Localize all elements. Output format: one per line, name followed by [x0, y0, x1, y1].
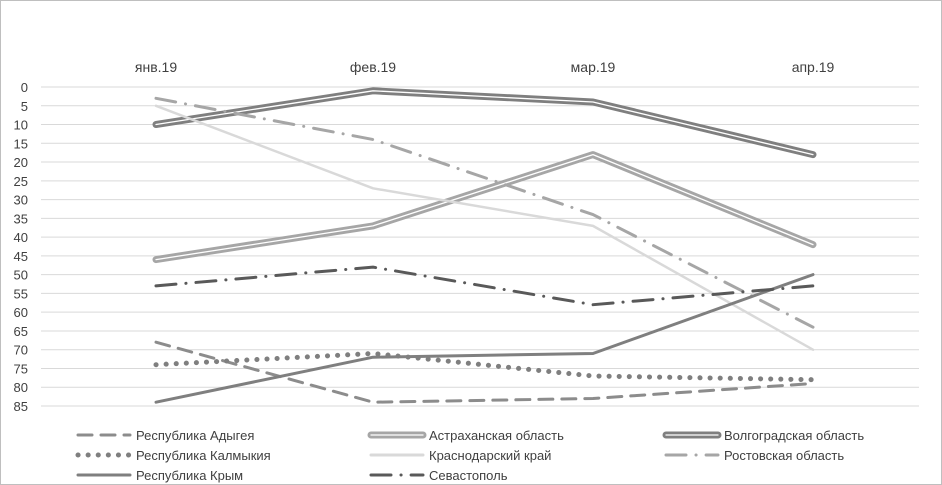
series-line	[153, 351, 816, 383]
legend-label: Республика Калмыкия	[136, 448, 271, 463]
category-label: янв.19	[135, 59, 177, 75]
series-line-inner	[155, 153, 814, 261]
legend-item: Волгоградская область	[662, 428, 864, 443]
legend-label: Республика Адыгея	[136, 428, 254, 443]
legend-item: Краснодарский край	[369, 448, 551, 463]
legend-item: Севастополь	[369, 468, 508, 483]
legend-item: Республика Калмыкия	[75, 448, 271, 463]
y-tick-label: 30	[14, 193, 28, 208]
legend-label: Республика Крым	[136, 468, 243, 483]
gridlines	[41, 86, 919, 407]
series-line	[154, 265, 815, 307]
y-tick-label: 80	[14, 380, 28, 395]
series-line	[154, 340, 815, 404]
y-tick-label: 20	[14, 155, 28, 170]
legend-label: Астраханская область	[429, 428, 564, 443]
y-tick-label: 5	[21, 99, 28, 114]
y-tick-label: 55	[14, 286, 28, 301]
y-tick-label: 70	[14, 343, 28, 358]
y-tick-label: 75	[14, 361, 28, 376]
y-tick-label: 10	[14, 118, 28, 133]
y-tick-label: 50	[14, 268, 28, 283]
series-lines	[152, 87, 817, 404]
legend-item: Ростовская область	[664, 448, 844, 463]
legend-item: Республика Адыгея	[76, 428, 254, 443]
series-line-outer	[152, 87, 817, 159]
series-line	[154, 96, 815, 329]
y-tick-label: 35	[14, 211, 28, 226]
legend-label: Краснодарский край	[429, 448, 551, 463]
category-label: мар.19	[571, 59, 616, 75]
y-tick-label: 65	[14, 324, 28, 339]
series-line-inner	[155, 90, 814, 156]
y-tick-label: 45	[14, 249, 28, 264]
series-line	[154, 273, 815, 404]
y-tick-label: 40	[14, 230, 28, 245]
y-axis-ticks: 0 5 10 15 20 25 30 35 40 45 50 55 60 65 70 75 80 85	[14, 80, 28, 414]
legend-item: Республика Крым	[76, 468, 243, 483]
y-tick-label: 0	[21, 80, 28, 95]
y-tick-label: 60	[14, 305, 28, 320]
y-tick-label: 15	[14, 136, 28, 151]
legend-item: Астраханская область	[367, 428, 564, 443]
x-axis-categories: янв.19 фев.19 мар.19 апр.19	[135, 59, 835, 75]
category-label: фев.19	[350, 59, 396, 75]
legend: Республика Адыгея Астраханская область Вол…	[75, 428, 864, 483]
legend-label: Севастополь	[429, 468, 508, 483]
series-line	[154, 104, 815, 351]
y-tick-label: 85	[14, 399, 28, 414]
legend-label: Волгоградская область	[724, 428, 864, 443]
y-tick-label: 25	[14, 174, 28, 189]
legend-label: Ростовская область	[724, 448, 844, 463]
category-label: апр.19	[792, 59, 835, 75]
